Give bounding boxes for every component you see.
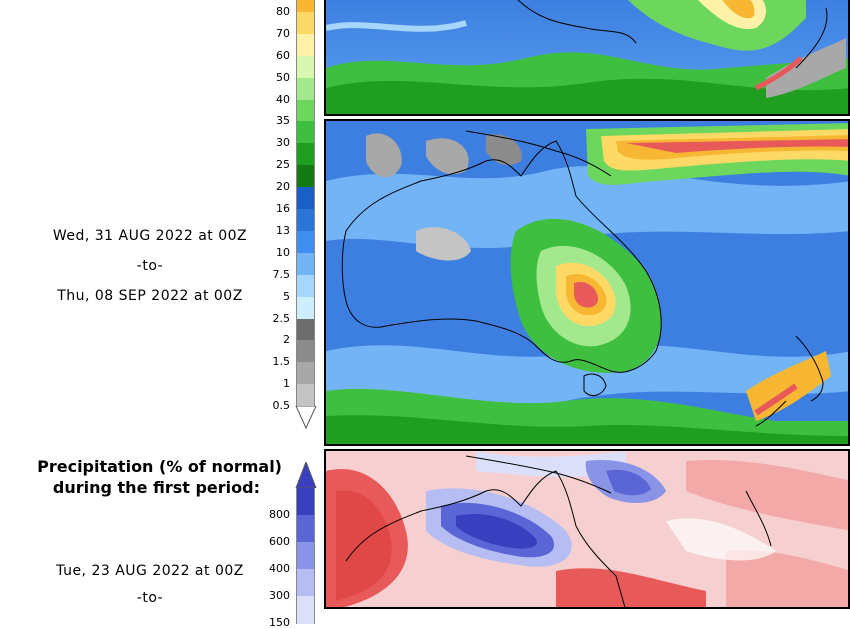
amount-scale-label: 2 bbox=[283, 333, 290, 347]
amount-scale-swatch bbox=[296, 187, 315, 210]
amount-scale-label: 50 bbox=[276, 70, 290, 84]
amount-scale-swatch bbox=[296, 143, 315, 166]
anomaly-color-scale: 800 600 400 300 150 bbox=[0, 460, 320, 629]
anomaly-scale-label: 800 bbox=[269, 508, 290, 521]
amount-scale-swatch bbox=[296, 274, 315, 298]
amount-scale-label: 0.5 bbox=[272, 399, 291, 413]
amount-scale-label: 80 bbox=[276, 4, 290, 18]
anomaly-heading-line2: during the first period: bbox=[52, 478, 260, 497]
amount-scale-swatch bbox=[296, 296, 315, 319]
amount-scale-swatch bbox=[296, 340, 315, 363]
amount-scale-label: 70 bbox=[276, 26, 290, 40]
amount-scale-swatch bbox=[296, 121, 315, 144]
amount-scale-swatch bbox=[296, 230, 315, 254]
amount-scale-swatch bbox=[296, 384, 315, 407]
amount-scale-label: 1 bbox=[283, 377, 290, 391]
amount-scale-label: 20 bbox=[276, 180, 290, 194]
amount-scale-swatch bbox=[296, 209, 315, 232]
anomaly-scale-label: 400 bbox=[269, 562, 290, 575]
amount-scale-label: 30 bbox=[276, 136, 290, 150]
map-panel-first-period-anomaly bbox=[324, 449, 850, 609]
second-period-separator-label: -to- bbox=[136, 258, 164, 274]
amount-scale-swatch bbox=[296, 11, 315, 35]
anomaly-heading-line1: Precipitation (% of normal) bbox=[37, 457, 282, 476]
amount-scale-swatch bbox=[296, 33, 315, 57]
second-period-end-label: Thu, 08 SEP 2022 at 00Z bbox=[57, 288, 243, 304]
map-second-period-amount-svg bbox=[326, 121, 848, 444]
amount-scale-label: 13 bbox=[276, 223, 290, 237]
amount-scale-label: 60 bbox=[276, 48, 290, 62]
amount-scale-swatch bbox=[296, 99, 315, 122]
anomaly-scale-swatch bbox=[296, 569, 315, 597]
amount-scale-label: 35 bbox=[276, 114, 290, 128]
amount-scale-label: 40 bbox=[276, 92, 290, 106]
anomaly-scale-swatch bbox=[296, 515, 315, 543]
anomaly-scale-label: 150 bbox=[269, 616, 290, 629]
first-period-separator-label: -to- bbox=[136, 590, 164, 606]
amount-scale-swatch bbox=[296, 0, 315, 13]
anomaly-scale-swatch bbox=[296, 488, 315, 516]
map-panel-first-period-amount bbox=[324, 0, 850, 116]
second-period-start-label: Wed, 31 AUG 2022 at 00Z bbox=[52, 228, 248, 244]
anomaly-scale-arrow-icon bbox=[295, 462, 317, 488]
amount-scale-label: 7.5 bbox=[272, 267, 291, 281]
map-panel-second-period-amount bbox=[324, 119, 850, 446]
amount-scale-swatch bbox=[296, 55, 315, 79]
amount-scale-label: 5 bbox=[283, 289, 290, 303]
amount-scale-label: 1.5 bbox=[272, 355, 291, 369]
map-first-period-amount-svg bbox=[326, 0, 848, 114]
amount-color-scale: 80 70 60 50 40 35 30 25 20 16 13 10 7.5 5 2.5 2 1.5 1 0.5 bbox=[0, 0, 320, 430]
amount-scale-swatch bbox=[296, 77, 315, 100]
amount-scale-swatch bbox=[296, 252, 315, 276]
amount-scale-label: 2.5 bbox=[272, 311, 291, 325]
amount-scale-label: 16 bbox=[276, 202, 290, 215]
first-period-start-label: Tue, 23 AUG 2022 at 00Z bbox=[56, 563, 244, 579]
amount-scale-swatch bbox=[296, 318, 315, 341]
amount-scale-arrow-icon bbox=[295, 406, 317, 430]
anomaly-scale-label: 300 bbox=[269, 589, 290, 602]
map-first-period-anomaly-svg bbox=[326, 451, 848, 607]
amount-scale-swatch bbox=[296, 362, 315, 385]
amount-scale-label: 10 bbox=[276, 245, 290, 259]
anomaly-scale-swatch bbox=[296, 542, 315, 570]
amount-scale-label: 25 bbox=[276, 158, 290, 172]
anomaly-scale-label: 600 bbox=[269, 535, 290, 548]
amount-scale-swatch bbox=[296, 165, 315, 188]
